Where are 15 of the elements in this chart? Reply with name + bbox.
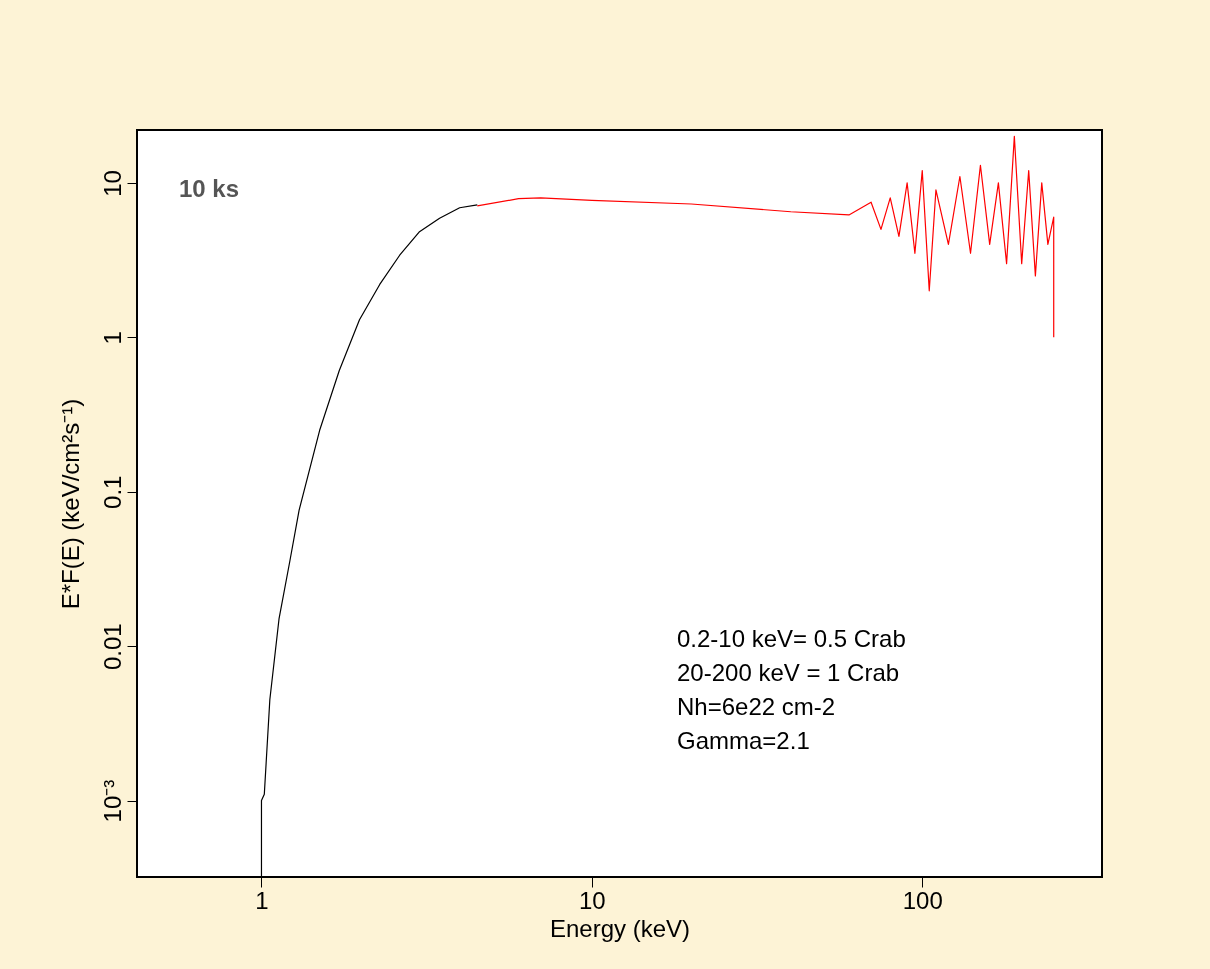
y-tick-label: 1: [98, 331, 126, 345]
y-tick-label: 10: [98, 170, 126, 197]
x-tick-label: 10: [579, 886, 606, 914]
y-tick-label: 0.01: [98, 623, 126, 671]
annotation: Nh=6e22 cm-2: [677, 693, 836, 720]
y-tick-label: 0.1: [98, 475, 126, 509]
x-tick-label: 100: [902, 886, 943, 914]
annotation: Gamma=2.1: [677, 727, 810, 754]
annotation: 0.2-10 keV= 0.5 Crab: [677, 625, 906, 652]
x-axis-title: Energy (keV): [549, 914, 691, 942]
annotation: 10 ks: [179, 175, 240, 202]
x-tick-label: 1: [255, 886, 269, 914]
annotation: 20-200 keV = 1 Crab: [677, 659, 900, 686]
y-tick-label: 10⁻³: [98, 779, 126, 823]
y-axis-title: E*F(E) (keV/cm²s⁻¹): [56, 398, 84, 610]
